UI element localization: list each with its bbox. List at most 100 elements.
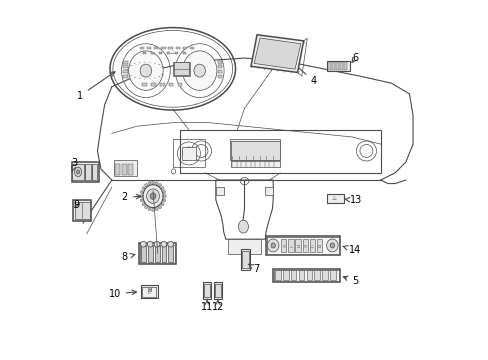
Ellipse shape [148, 208, 150, 211]
Text: 12: 12 [211, 300, 224, 312]
Ellipse shape [151, 181, 154, 184]
Ellipse shape [140, 190, 143, 193]
Bar [331, 62, 334, 69]
Bar [281, 239, 286, 252]
Bar [175, 46, 180, 49]
Bar [218, 70, 222, 73]
Text: 0: 0 [147, 291, 150, 295]
Text: 5: 5 [343, 276, 358, 286]
Bar [230, 161, 279, 167]
Text: ⚠: ⚠ [331, 196, 336, 201]
Text: 3: 3 [71, 158, 78, 171]
Bar [218, 65, 222, 68]
Bar [178, 83, 182, 86]
Bar [215, 187, 223, 195]
Bar [123, 70, 127, 73]
Bar [266, 237, 338, 254]
Bar [203, 282, 211, 299]
Ellipse shape [142, 203, 144, 206]
Ellipse shape [182, 51, 217, 90]
Ellipse shape [158, 206, 161, 208]
Bar [339, 62, 342, 69]
Bar [117, 162, 131, 170]
Ellipse shape [154, 241, 160, 247]
Bar [287, 239, 293, 252]
Bar [161, 46, 165, 49]
Ellipse shape [267, 239, 278, 252]
Bar [121, 163, 123, 169]
Bar [151, 83, 155, 86]
Ellipse shape [150, 193, 156, 199]
Text: 9: 9 [73, 200, 79, 210]
Bar [155, 246, 159, 262]
Bar [218, 60, 222, 64]
Bar [159, 51, 162, 54]
Ellipse shape [144, 206, 147, 208]
Ellipse shape [140, 195, 142, 198]
Bar [180, 130, 380, 173]
Text: 1: 1 [77, 72, 115, 101]
Ellipse shape [147, 241, 153, 247]
Ellipse shape [163, 195, 166, 198]
Bar [128, 164, 133, 175]
Bar [168, 46, 172, 49]
Bar [309, 239, 314, 252]
Bar [168, 246, 173, 262]
Bar [295, 239, 300, 252]
Bar [115, 164, 120, 175]
Text: 11: 11 [201, 300, 213, 312]
Polygon shape [254, 38, 300, 69]
Bar [214, 282, 222, 299]
Ellipse shape [167, 241, 173, 247]
Text: ○: ○ [282, 243, 285, 247]
Bar [74, 202, 89, 219]
Bar [147, 46, 151, 49]
Bar [148, 246, 152, 262]
Bar [273, 269, 339, 282]
Bar [140, 245, 175, 263]
Bar [128, 163, 130, 169]
Ellipse shape [140, 64, 151, 77]
Ellipse shape [163, 190, 165, 193]
Bar [173, 62, 190, 76]
Bar [85, 163, 91, 180]
Bar [335, 62, 338, 69]
Text: 7: 7 [248, 264, 259, 274]
Bar [151, 51, 154, 54]
Ellipse shape [155, 208, 158, 211]
Bar [230, 140, 279, 159]
Ellipse shape [142, 185, 163, 208]
Bar [162, 246, 166, 262]
Text: △: △ [311, 243, 313, 247]
Bar [174, 62, 189, 75]
Ellipse shape [74, 167, 81, 177]
Bar [241, 249, 249, 270]
Bar [218, 75, 222, 78]
Text: 8: 8 [122, 252, 135, 262]
Bar [343, 62, 346, 69]
Bar [73, 200, 91, 221]
Ellipse shape [140, 199, 143, 202]
Bar [72, 162, 99, 182]
Ellipse shape [326, 239, 337, 252]
Bar [204, 284, 210, 297]
Bar [122, 164, 126, 175]
Text: 4: 4 [288, 59, 316, 86]
Ellipse shape [155, 182, 158, 185]
Bar [273, 270, 338, 281]
Bar [123, 65, 127, 68]
Bar [322, 270, 327, 280]
Bar [139, 243, 176, 264]
Ellipse shape [77, 170, 80, 174]
Bar [265, 187, 273, 195]
Ellipse shape [142, 187, 144, 190]
Ellipse shape [329, 243, 334, 248]
Bar [142, 287, 156, 297]
Bar [230, 139, 280, 160]
Ellipse shape [148, 182, 150, 185]
Bar [183, 46, 187, 49]
Text: 10: 10 [108, 289, 136, 299]
Ellipse shape [140, 241, 146, 247]
Bar [182, 147, 196, 160]
Ellipse shape [151, 208, 154, 211]
